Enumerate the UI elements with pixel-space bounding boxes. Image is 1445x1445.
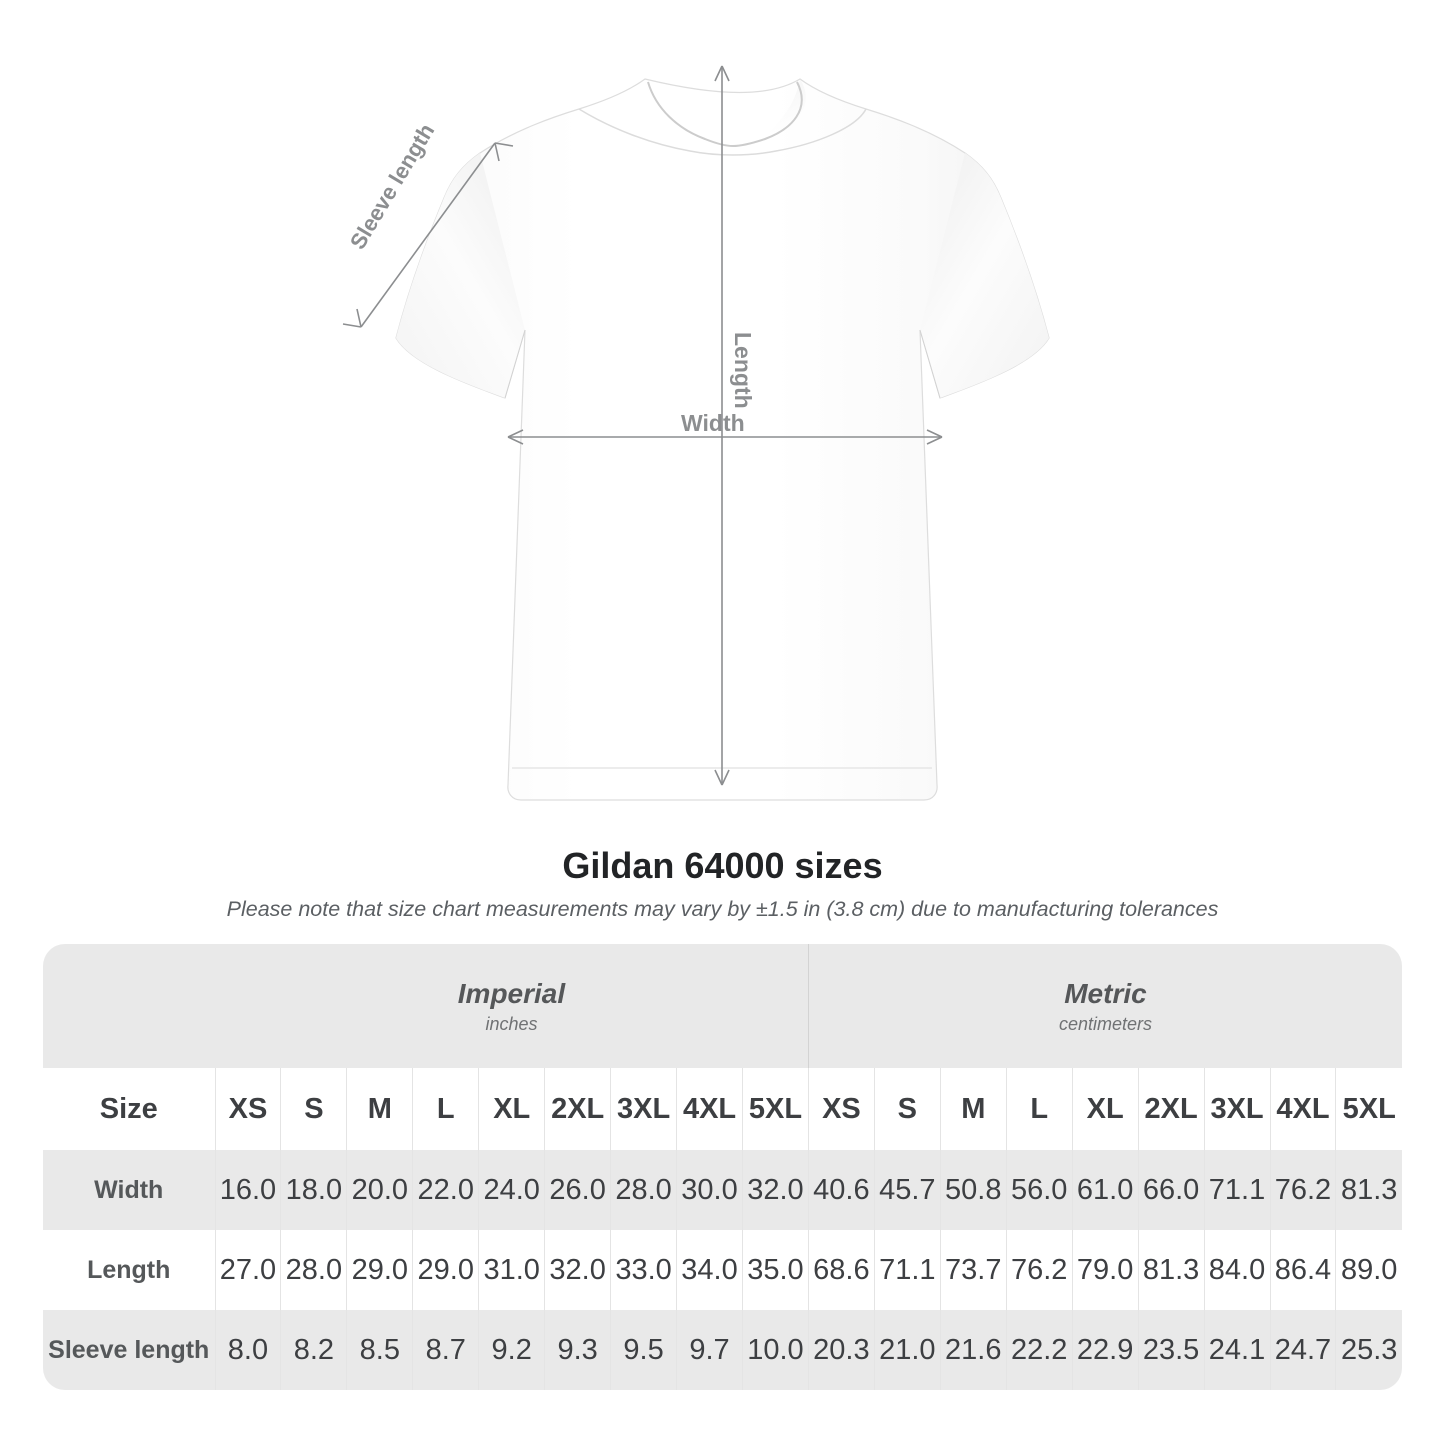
- svg-text:Sleeve length: Sleeve length: [345, 119, 439, 253]
- svg-text:Width: Width: [681, 410, 745, 436]
- svg-text:Length: Length: [730, 332, 756, 409]
